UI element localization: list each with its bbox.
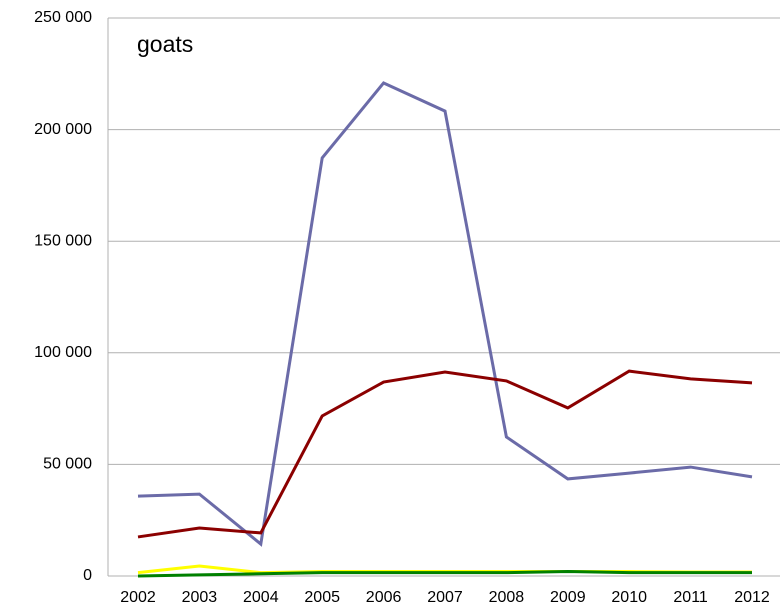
x-tick-label: 2010 bbox=[611, 589, 647, 606]
y-tick-label: 100 000 bbox=[34, 344, 92, 361]
x-tick-label: 2007 bbox=[427, 589, 463, 606]
chart-annotation: goats bbox=[137, 31, 193, 57]
x-tick-label: 2002 bbox=[120, 589, 156, 606]
x-tick-label: 2008 bbox=[489, 589, 525, 606]
x-tick-label: 2012 bbox=[734, 589, 770, 606]
y-tick-label: 0 bbox=[83, 567, 92, 584]
series-line bbox=[137, 570, 752, 578]
x-tick-label: 2005 bbox=[304, 589, 340, 606]
y-tick-label: 50 000 bbox=[43, 456, 92, 473]
series-line bbox=[137, 369, 753, 539]
x-tick-label: 2003 bbox=[182, 589, 218, 606]
series-line bbox=[137, 81, 753, 547]
x-tick-label: 2004 bbox=[243, 589, 279, 606]
y-tick-label: 200 000 bbox=[34, 121, 92, 138]
x-tick-label: 2011 bbox=[673, 589, 708, 606]
x-tick-label: 2009 bbox=[550, 589, 586, 606]
y-tick-label: 150 000 bbox=[34, 232, 92, 249]
x-tick-label: 2006 bbox=[366, 589, 402, 606]
y-tick-label: 250 000 bbox=[34, 9, 92, 26]
